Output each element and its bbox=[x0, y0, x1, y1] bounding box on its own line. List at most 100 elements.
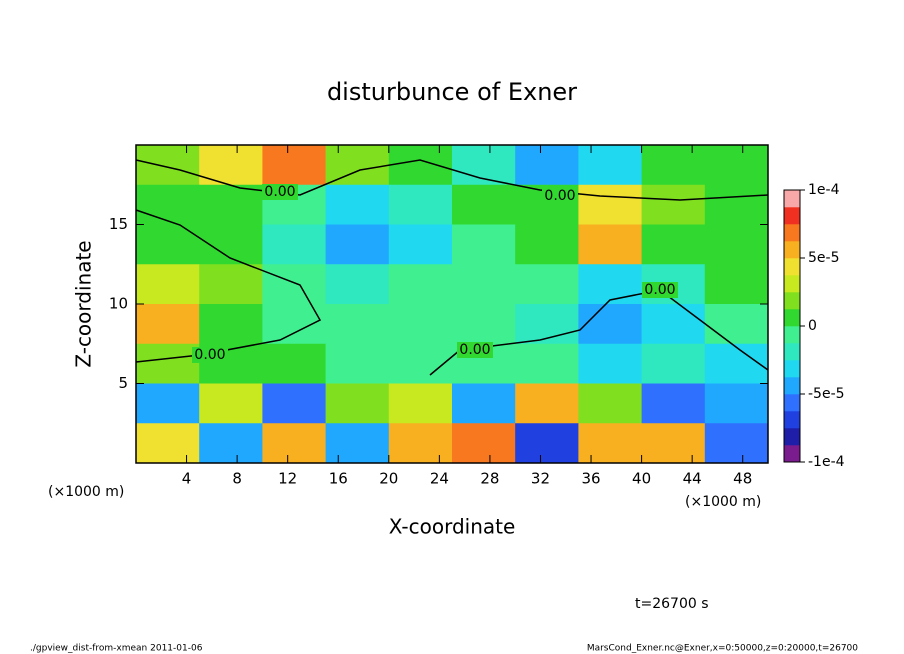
colorbar-swatch bbox=[784, 394, 800, 412]
x-tick-label: 48 bbox=[733, 470, 752, 488]
x-tick-label: 20 bbox=[379, 470, 398, 488]
field-cell bbox=[578, 343, 643, 384]
field-cell bbox=[704, 383, 769, 424]
field-cell bbox=[388, 423, 453, 464]
colorbar-swatch bbox=[784, 360, 800, 378]
colorbar-swatch bbox=[784, 224, 800, 242]
field-cell bbox=[325, 224, 390, 265]
colorbar-swatch bbox=[784, 309, 800, 327]
field-cell bbox=[578, 145, 643, 186]
field-cell bbox=[515, 224, 579, 265]
field-cell bbox=[388, 304, 453, 345]
field-cell bbox=[388, 383, 453, 424]
field-cell bbox=[262, 304, 327, 345]
x-tick-label: 44 bbox=[683, 470, 702, 488]
field-cell bbox=[325, 383, 390, 424]
colorbar-tick-label: 0 bbox=[808, 318, 817, 334]
field-cell bbox=[199, 184, 263, 225]
field-cell bbox=[704, 184, 769, 225]
field-cell bbox=[136, 264, 200, 305]
field-cell bbox=[641, 423, 706, 464]
field-cell bbox=[199, 264, 263, 305]
field-cell bbox=[388, 145, 453, 186]
field-cell bbox=[704, 264, 769, 305]
field-cell bbox=[641, 343, 706, 384]
x-tick-label: 32 bbox=[531, 470, 550, 488]
field bbox=[136, 145, 769, 464]
field-cell bbox=[325, 304, 390, 345]
field-cell bbox=[452, 184, 516, 225]
colorbar-swatch bbox=[784, 326, 800, 344]
field-cell bbox=[199, 383, 263, 424]
field-cell bbox=[704, 343, 769, 384]
x-axis-label: X-coordinate bbox=[389, 515, 516, 539]
contour-label: 0.00 bbox=[194, 347, 225, 363]
colorbar-tick-label: 1e-4 bbox=[808, 182, 840, 198]
x-tick-label: 36 bbox=[581, 470, 600, 488]
field-cell bbox=[578, 383, 643, 424]
field-cell bbox=[325, 145, 390, 186]
field-cell bbox=[578, 224, 643, 265]
field-cell bbox=[704, 304, 769, 345]
field-cell bbox=[452, 224, 516, 265]
colorbar-swatch bbox=[784, 292, 800, 310]
field-cell bbox=[452, 423, 516, 464]
contour-label: 0.00 bbox=[644, 282, 675, 298]
time-label: t=26700 s bbox=[635, 596, 709, 612]
field-cell bbox=[325, 184, 390, 225]
y-tick-label: 15 bbox=[109, 215, 128, 233]
field-cell bbox=[136, 383, 200, 424]
field-cell bbox=[641, 145, 706, 186]
x-tick-label: 24 bbox=[430, 470, 449, 488]
contour-label: 0.00 bbox=[264, 184, 295, 200]
field-cell bbox=[199, 304, 263, 345]
field-cell bbox=[515, 145, 579, 186]
field-cell bbox=[136, 145, 200, 186]
y-tick-label: 5 bbox=[118, 374, 128, 392]
field-cell bbox=[704, 423, 769, 464]
contour-label-bg bbox=[642, 282, 678, 298]
colorbar-tick-label: -1e-4 bbox=[808, 454, 845, 470]
colorbar-swatch bbox=[784, 411, 800, 429]
field-cell bbox=[136, 184, 200, 225]
y-axis-label: Z-coordinate bbox=[72, 240, 96, 367]
field-cell bbox=[262, 423, 327, 464]
x-tick-label: 40 bbox=[632, 470, 651, 488]
field-cell bbox=[641, 184, 706, 225]
colorbar-swatch bbox=[784, 275, 800, 293]
field-cell bbox=[515, 383, 579, 424]
contour-line bbox=[135, 159, 769, 201]
field-cell bbox=[325, 423, 390, 464]
field-cell bbox=[325, 343, 390, 384]
colorbar-tick-label: 5e-5 bbox=[808, 250, 839, 266]
colorbar-swatch bbox=[784, 190, 800, 208]
x-unit: (×1000 m) bbox=[48, 484, 124, 500]
field-cell bbox=[641, 383, 706, 424]
field-cell bbox=[262, 224, 327, 265]
field-cell bbox=[136, 423, 200, 464]
field-cell bbox=[136, 343, 200, 384]
field-cell bbox=[262, 264, 327, 305]
x-tick-label: 12 bbox=[278, 470, 297, 488]
field-cell bbox=[262, 145, 327, 186]
field-cell bbox=[641, 304, 706, 345]
footer-left: ./gpview_dist-from-xmean 2011-01-06 bbox=[30, 644, 203, 654]
colorbar-swatch bbox=[784, 377, 800, 395]
overlay: 0.00 0.000.000.00 0.004 8 12 16 20 24 28 32 36 40 44… bbox=[109, 144, 769, 488]
field-cell bbox=[704, 145, 769, 186]
field-cell bbox=[136, 224, 200, 265]
field-cell bbox=[452, 264, 516, 305]
colorbar-swatch bbox=[784, 258, 800, 276]
field-cell bbox=[452, 383, 516, 424]
field-cell bbox=[578, 264, 643, 305]
x-tick-label: 8 bbox=[232, 470, 242, 488]
contour-label-bg bbox=[192, 347, 228, 363]
field-cell bbox=[515, 343, 579, 384]
contour-label: 0.00 bbox=[459, 342, 490, 358]
field-cell bbox=[515, 264, 579, 305]
field-cell bbox=[136, 304, 200, 345]
field-cell bbox=[578, 423, 643, 464]
y-tick-label: 10 bbox=[109, 295, 128, 313]
field-cell bbox=[262, 343, 327, 384]
